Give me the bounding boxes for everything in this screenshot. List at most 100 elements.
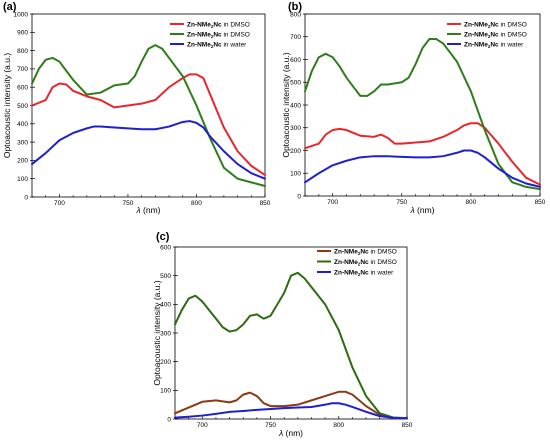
panel-b-y-tick-label: 400 [290, 102, 301, 109]
panel-a-y-tick-label: 100 [17, 176, 28, 183]
legend-name-subscript: 2 [358, 251, 361, 256]
panel-b-x-tick-label: 850 [535, 199, 546, 206]
legend-name-main: Zn-NMe [464, 31, 488, 38]
legend-name-suffix: in water [222, 41, 247, 48]
panel-c-x-tick-label: 850 [402, 422, 413, 429]
legend-name-suffix: in DMSO [499, 21, 527, 28]
panel-a-y-tick-label: 800 [17, 48, 28, 55]
panel-c-y-tick-label: 500 [160, 273, 171, 280]
panel-c-series-3-line [174, 402, 408, 420]
panel-b-x-axis-symbol: λ [409, 205, 414, 215]
panel-c-x-axis-symbol: λ [278, 428, 283, 438]
panel-a-y-tick-label: 300 [17, 139, 28, 146]
panel-b-series-2-line [304, 38, 541, 191]
legend-name-rest: Nc [360, 269, 369, 276]
legend-name-suffix: in DMSO [369, 259, 397, 266]
panel-a-legend-label-2: Zn-NMe2Nc in DMSO [187, 31, 250, 39]
panel-b-chart: (b) 0 100 200 300 400 500 600 700 800 700 750 800 850… [281, 1, 546, 215]
panel-a-y-tick-label: 500 [17, 103, 28, 110]
legend-name-suffix: in water [369, 269, 394, 276]
panel-b-x-tick-label: 750 [396, 199, 407, 206]
legend-name-rest: Nc [213, 21, 222, 28]
panel-a-x-tick-label: 700 [54, 200, 65, 207]
legend-name-subscript: 2 [488, 34, 491, 39]
legend-name-main: Zn-NMe [464, 41, 488, 48]
panel-c-x-tick-label: 750 [265, 422, 276, 429]
panel-b-legend-label-3: Zn-NMe2Nc in water [464, 41, 524, 49]
panel-c-legend-label-1: Zn-NMe2Nc in DMSO [334, 248, 397, 256]
legend-name-rest: Nc [490, 41, 499, 48]
panel-c-x-tick-label: 800 [333, 422, 344, 429]
legend-name-subscript: 2 [211, 24, 214, 29]
legend-name-subscript: 2 [488, 44, 491, 49]
panel-c-label: (c) [156, 231, 170, 243]
panel-a-x-axis-title: λ (nm) [135, 205, 160, 215]
legend-name-suffix: in DMSO [369, 248, 397, 255]
panel-a-x-axis-symbol: λ [135, 205, 140, 215]
panel-b-y-tick-label: 500 [290, 80, 301, 87]
legend-name-suffix: in DMSO [222, 21, 250, 28]
panel-a-legend-label-1: Zn-NMe2Nc in DMSO [187, 21, 250, 29]
panel-a-y-tick-label: 200 [17, 158, 28, 165]
legend-name-main: Zn-NMe [334, 259, 358, 266]
panel-b-legend-label-1: Zn-NMe2Nc in DMSO [464, 21, 527, 29]
panel-b-legend-label-2: Zn-NMe2Nc in DMSO [464, 31, 527, 39]
panel-a-x-tick-label: 750 [123, 200, 134, 207]
legend-name-main: Zn-NMe [334, 269, 358, 276]
legend-name-main: Zn-NMe [187, 21, 211, 28]
panel-c-legend-label-2: Zn-NMe2Nc in DMSO [334, 259, 397, 267]
legend-name-suffix: in DMSO [222, 31, 250, 38]
panel-b-x-axis-title: λ (nm) [409, 205, 434, 215]
legend-name-subscript: 2 [358, 272, 361, 277]
panel-b-y-tick-label: 600 [290, 57, 301, 64]
panel-a-x-axis-unit: (nm) [141, 205, 161, 215]
panel-a-series-3-line [31, 120, 266, 180]
panel-b-x-tick-label: 700 [327, 199, 338, 206]
panel-c-y-tick-label: 100 [160, 388, 171, 395]
legend-name-rest: Nc [213, 31, 222, 38]
legend-name-main: Zn-NMe [187, 41, 211, 48]
panel-c-y-tick-label: 200 [160, 359, 171, 366]
panel-b-x-tick-label: 800 [465, 199, 476, 206]
panel-b-x-axis-unit: (nm) [415, 205, 435, 215]
panel-a-x-tick-label: 850 [260, 200, 271, 207]
legend-name-rest: Nc [360, 248, 369, 255]
legend-name-subscript: 2 [211, 44, 214, 49]
panel-c-y-tick-label: 600 [160, 244, 171, 251]
panel-b-y-tick-label: 100 [290, 171, 301, 178]
panel-a-y-tick-label: 900 [17, 30, 28, 37]
legend-name-subscript: 2 [358, 261, 361, 266]
panel-a-y-tick-label: 700 [17, 66, 28, 73]
panel-c-chart: (c) 0 100 200 300 400 500 600 700 750 800 850 Optoac… [152, 231, 413, 438]
legend-name-rest: Nc [490, 21, 499, 28]
panel-c-x-axis-title: λ (nm) [278, 428, 303, 438]
panel-c-y-tick-label: 0 [167, 416, 171, 423]
panel-c-x-tick-label: 700 [197, 422, 208, 429]
panel-c-y-tick-label: 400 [160, 302, 171, 309]
panel-a-y-tick-label: 1000 [14, 11, 29, 18]
legend-name-subscript: 2 [488, 24, 491, 29]
legend-name-suffix: in DMSO [499, 31, 527, 38]
legend-name-main: Zn-NMe [464, 21, 488, 28]
panel-b-y-tick-label: 0 [297, 193, 301, 200]
panel-a-y-tick-label: 0 [24, 194, 28, 201]
panel-a-y-tick-label: 600 [17, 85, 28, 92]
legend-name-rest: Nc [490, 31, 499, 38]
panel-c-y-tick-label: 300 [160, 330, 171, 337]
panel-b-y-axis-title: Optoacoustic intensity (a.u.) [281, 52, 291, 158]
panel-a-series-1-line [31, 73, 266, 177]
panel-a-chart: (a) 0 100 200 300 400 500 600 700 800 900 1000 700 75… [2, 1, 271, 215]
legend-name-main: Zn-NMe [187, 31, 211, 38]
panel-a-y-tick-label: 400 [17, 121, 28, 128]
panel-c-series-2-line [174, 271, 408, 420]
legend-name-rest: Nc [213, 41, 222, 48]
panel-b-series-3-line [304, 149, 541, 188]
legend-name-rest: Nc [360, 259, 369, 266]
panel-b-y-tick-label: 200 [290, 148, 301, 155]
panel-b-y-tick-label: 300 [290, 125, 301, 132]
panel-a-label: (a) [3, 1, 17, 13]
panel-c-x-axis-unit: (nm) [283, 428, 303, 438]
legend-name-main: Zn-NMe [334, 248, 358, 255]
panel-b-label: (b) [288, 1, 302, 13]
